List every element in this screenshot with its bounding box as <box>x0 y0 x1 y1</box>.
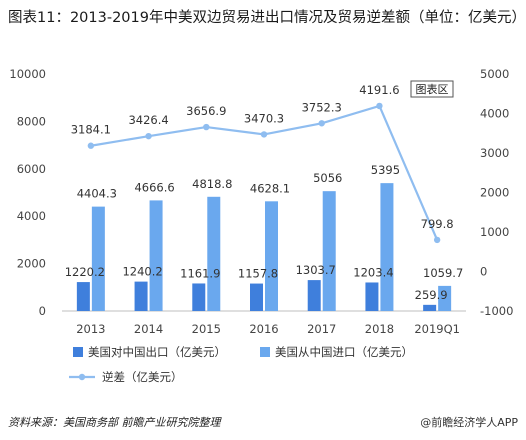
legend-swatch-import <box>260 347 270 357</box>
legend-label-deficit: 逆差（亿美元） <box>102 370 183 384</box>
x-axis-tick-label: 2017 <box>307 322 336 336</box>
deficit-data-label: 799.8 <box>421 217 454 231</box>
left-axis-tick-label: 2000 <box>17 257 46 271</box>
deficit-data-label: 3426.4 <box>128 113 168 127</box>
right-axis-tick-label: 4000 <box>480 107 509 121</box>
export-bar <box>134 281 148 311</box>
export-data-label: 1203.4 <box>353 265 393 279</box>
right-axis-tick-label: 5000 <box>480 67 509 81</box>
right-axis-tick-label: 0 <box>480 265 487 279</box>
x-axis-tick-label: 2016 <box>249 322 278 336</box>
deficit-data-label: 3656.9 <box>186 104 226 118</box>
export-bar <box>423 304 437 311</box>
export-data-label: 1220.2 <box>65 265 105 279</box>
import-bar <box>207 196 221 311</box>
import-data-label: 5056 <box>313 171 342 185</box>
export-data-label: 1161.9 <box>180 266 220 280</box>
left-axis-tick-label: 4000 <box>17 209 46 223</box>
x-axis-tick-label: 2015 <box>192 322 221 336</box>
source-note: 资料来源：美国商务部 前瞻产业研究院整理 <box>8 416 221 429</box>
x-axis-tick-label: 2014 <box>134 322 163 336</box>
export-bar <box>307 280 321 311</box>
deficit-point <box>318 120 325 127</box>
export-bar <box>250 283 263 311</box>
import-data-label: 1059.7 <box>423 266 463 280</box>
deficit-data-label: 3184.1 <box>71 123 111 137</box>
import-data-label: 4666.6 <box>134 180 174 194</box>
x-axis-tick-label: 2019Q1 <box>414 322 460 336</box>
export-data-label: 259.9 <box>415 288 448 302</box>
import-bar <box>322 191 336 311</box>
deficit-point <box>87 142 95 149</box>
export-bar <box>76 282 90 311</box>
x-axis-tick-label: 2018 <box>365 322 394 336</box>
deficit-point <box>260 131 268 138</box>
import-data-label: 4628.1 <box>250 181 290 195</box>
legend-swatch-export <box>73 347 83 357</box>
chart-area-badge <box>410 80 454 98</box>
export-bar <box>365 282 379 311</box>
import-bar <box>149 200 163 311</box>
left-axis-tick-label: 6000 <box>17 162 46 176</box>
deficit-point <box>433 236 441 244</box>
legend-label-export: 美国对中国出口（亿美元） <box>88 345 226 359</box>
import-bar <box>380 183 394 311</box>
legend-marker-deficit <box>78 373 86 381</box>
x-axis-tick-label: 2013 <box>76 322 105 336</box>
import-bar <box>91 206 105 311</box>
left-axis-tick-label: 0 <box>39 304 46 318</box>
export-data-label: 1157.8 <box>238 267 278 281</box>
import-data-label: 4404.3 <box>77 187 117 201</box>
chart-area-badge-label: 图表区 <box>416 82 449 96</box>
left-axis-tick-label: 8000 <box>17 114 46 128</box>
left-axis-tick-label: 10000 <box>9 67 46 81</box>
legend-label-import: 美国从中国进口（亿美元） <box>275 345 413 359</box>
import-data-label: 4818.8 <box>192 177 232 191</box>
deficit-point <box>145 132 152 140</box>
brand-credit: @前瞻经济学人APP <box>420 416 518 429</box>
deficit-data-label: 3470.3 <box>244 111 284 125</box>
right-axis-tick-label: 1000 <box>480 225 509 239</box>
right-axis-tick-label: 3000 <box>480 146 509 160</box>
chart-title: 图表11：2013-2019年中美双边贸易进出口情况及贸易逆差额（单位：亿美元） <box>8 10 526 26</box>
deficit-point <box>376 102 383 110</box>
deficit-data-label: 4191.6 <box>359 83 399 97</box>
import-data-label: 5395 <box>371 163 400 177</box>
export-data-label: 1240.2 <box>122 265 162 279</box>
import-bar <box>438 285 452 311</box>
export-bar <box>192 283 206 311</box>
deficit-point <box>203 123 210 131</box>
import-bar <box>265 201 278 311</box>
deficit-data-label: 3752.3 <box>302 100 342 114</box>
export-data-label: 1303.7 <box>296 263 336 277</box>
right-axis-tick-label: 2000 <box>480 186 509 200</box>
right-axis-tick-label: -1000 <box>480 304 513 318</box>
